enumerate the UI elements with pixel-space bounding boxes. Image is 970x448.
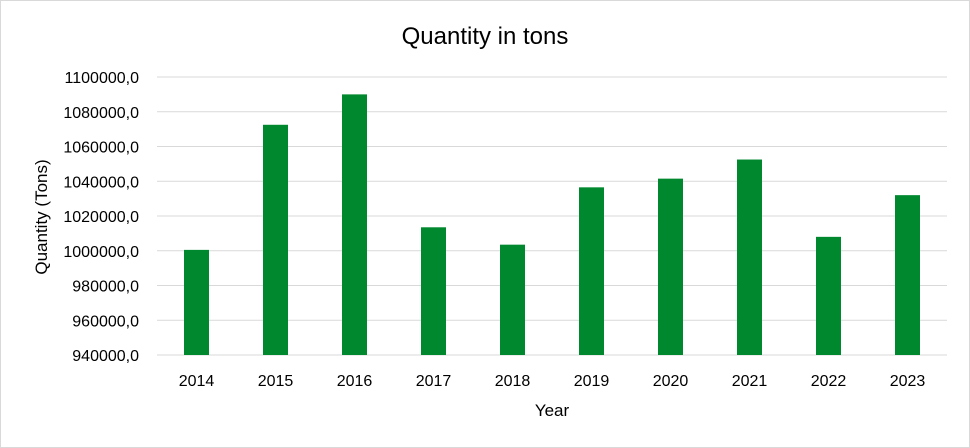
x-tick-label: 2017 xyxy=(416,373,452,390)
x-tick-label: 2022 xyxy=(811,373,847,390)
x-axis-ticks: 2014 2015 2016 2017 2018 2019 2020 2021 2022 2023 xyxy=(179,373,926,390)
x-tick-label: 2018 xyxy=(495,373,531,390)
x-tick-label: 2016 xyxy=(337,373,373,390)
bars xyxy=(184,94,920,355)
y-tick-label: 1000000,0 xyxy=(63,244,139,261)
bar-2023 xyxy=(895,195,920,355)
y-tick-label: 980000,0 xyxy=(72,279,139,296)
bar-2022 xyxy=(816,236,841,355)
y-tick-label: 1100000,0 xyxy=(65,70,140,87)
y-tick-label: 960000,0 xyxy=(72,313,139,330)
x-tick-label: 2019 xyxy=(574,373,610,390)
bar-2021 xyxy=(737,159,762,355)
x-tick-label: 2021 xyxy=(732,373,768,390)
bar-2015 xyxy=(263,124,288,355)
x-tick-label: 2015 xyxy=(258,373,294,390)
y-tick-label: 1040000,0 xyxy=(63,174,139,191)
bar-2014 xyxy=(184,249,209,355)
y-axis-label: Quantity (Tons) xyxy=(32,159,51,274)
x-tick-label: 2020 xyxy=(653,373,689,390)
gridlines xyxy=(157,76,947,356)
bar-2017 xyxy=(421,227,446,355)
x-axis-label: Year xyxy=(535,401,570,420)
y-tick-label: 940000,0 xyxy=(72,348,139,365)
y-axis-ticks: 940000,0 960000,0 980000,0 1000000,0 1020000… xyxy=(63,70,139,365)
chart-title: Quantity in tons xyxy=(402,23,569,50)
y-tick-label: 1020000,0 xyxy=(63,209,139,226)
y-tick-label: 1080000,0 xyxy=(63,105,139,122)
bar-2018 xyxy=(500,244,525,355)
bar-2019 xyxy=(579,187,604,355)
bar-2016 xyxy=(342,94,367,355)
x-tick-label: 2023 xyxy=(890,373,926,390)
bar-2020 xyxy=(658,178,683,355)
x-tick-label: 2014 xyxy=(179,373,215,390)
y-tick-label: 1060000,0 xyxy=(63,140,139,157)
